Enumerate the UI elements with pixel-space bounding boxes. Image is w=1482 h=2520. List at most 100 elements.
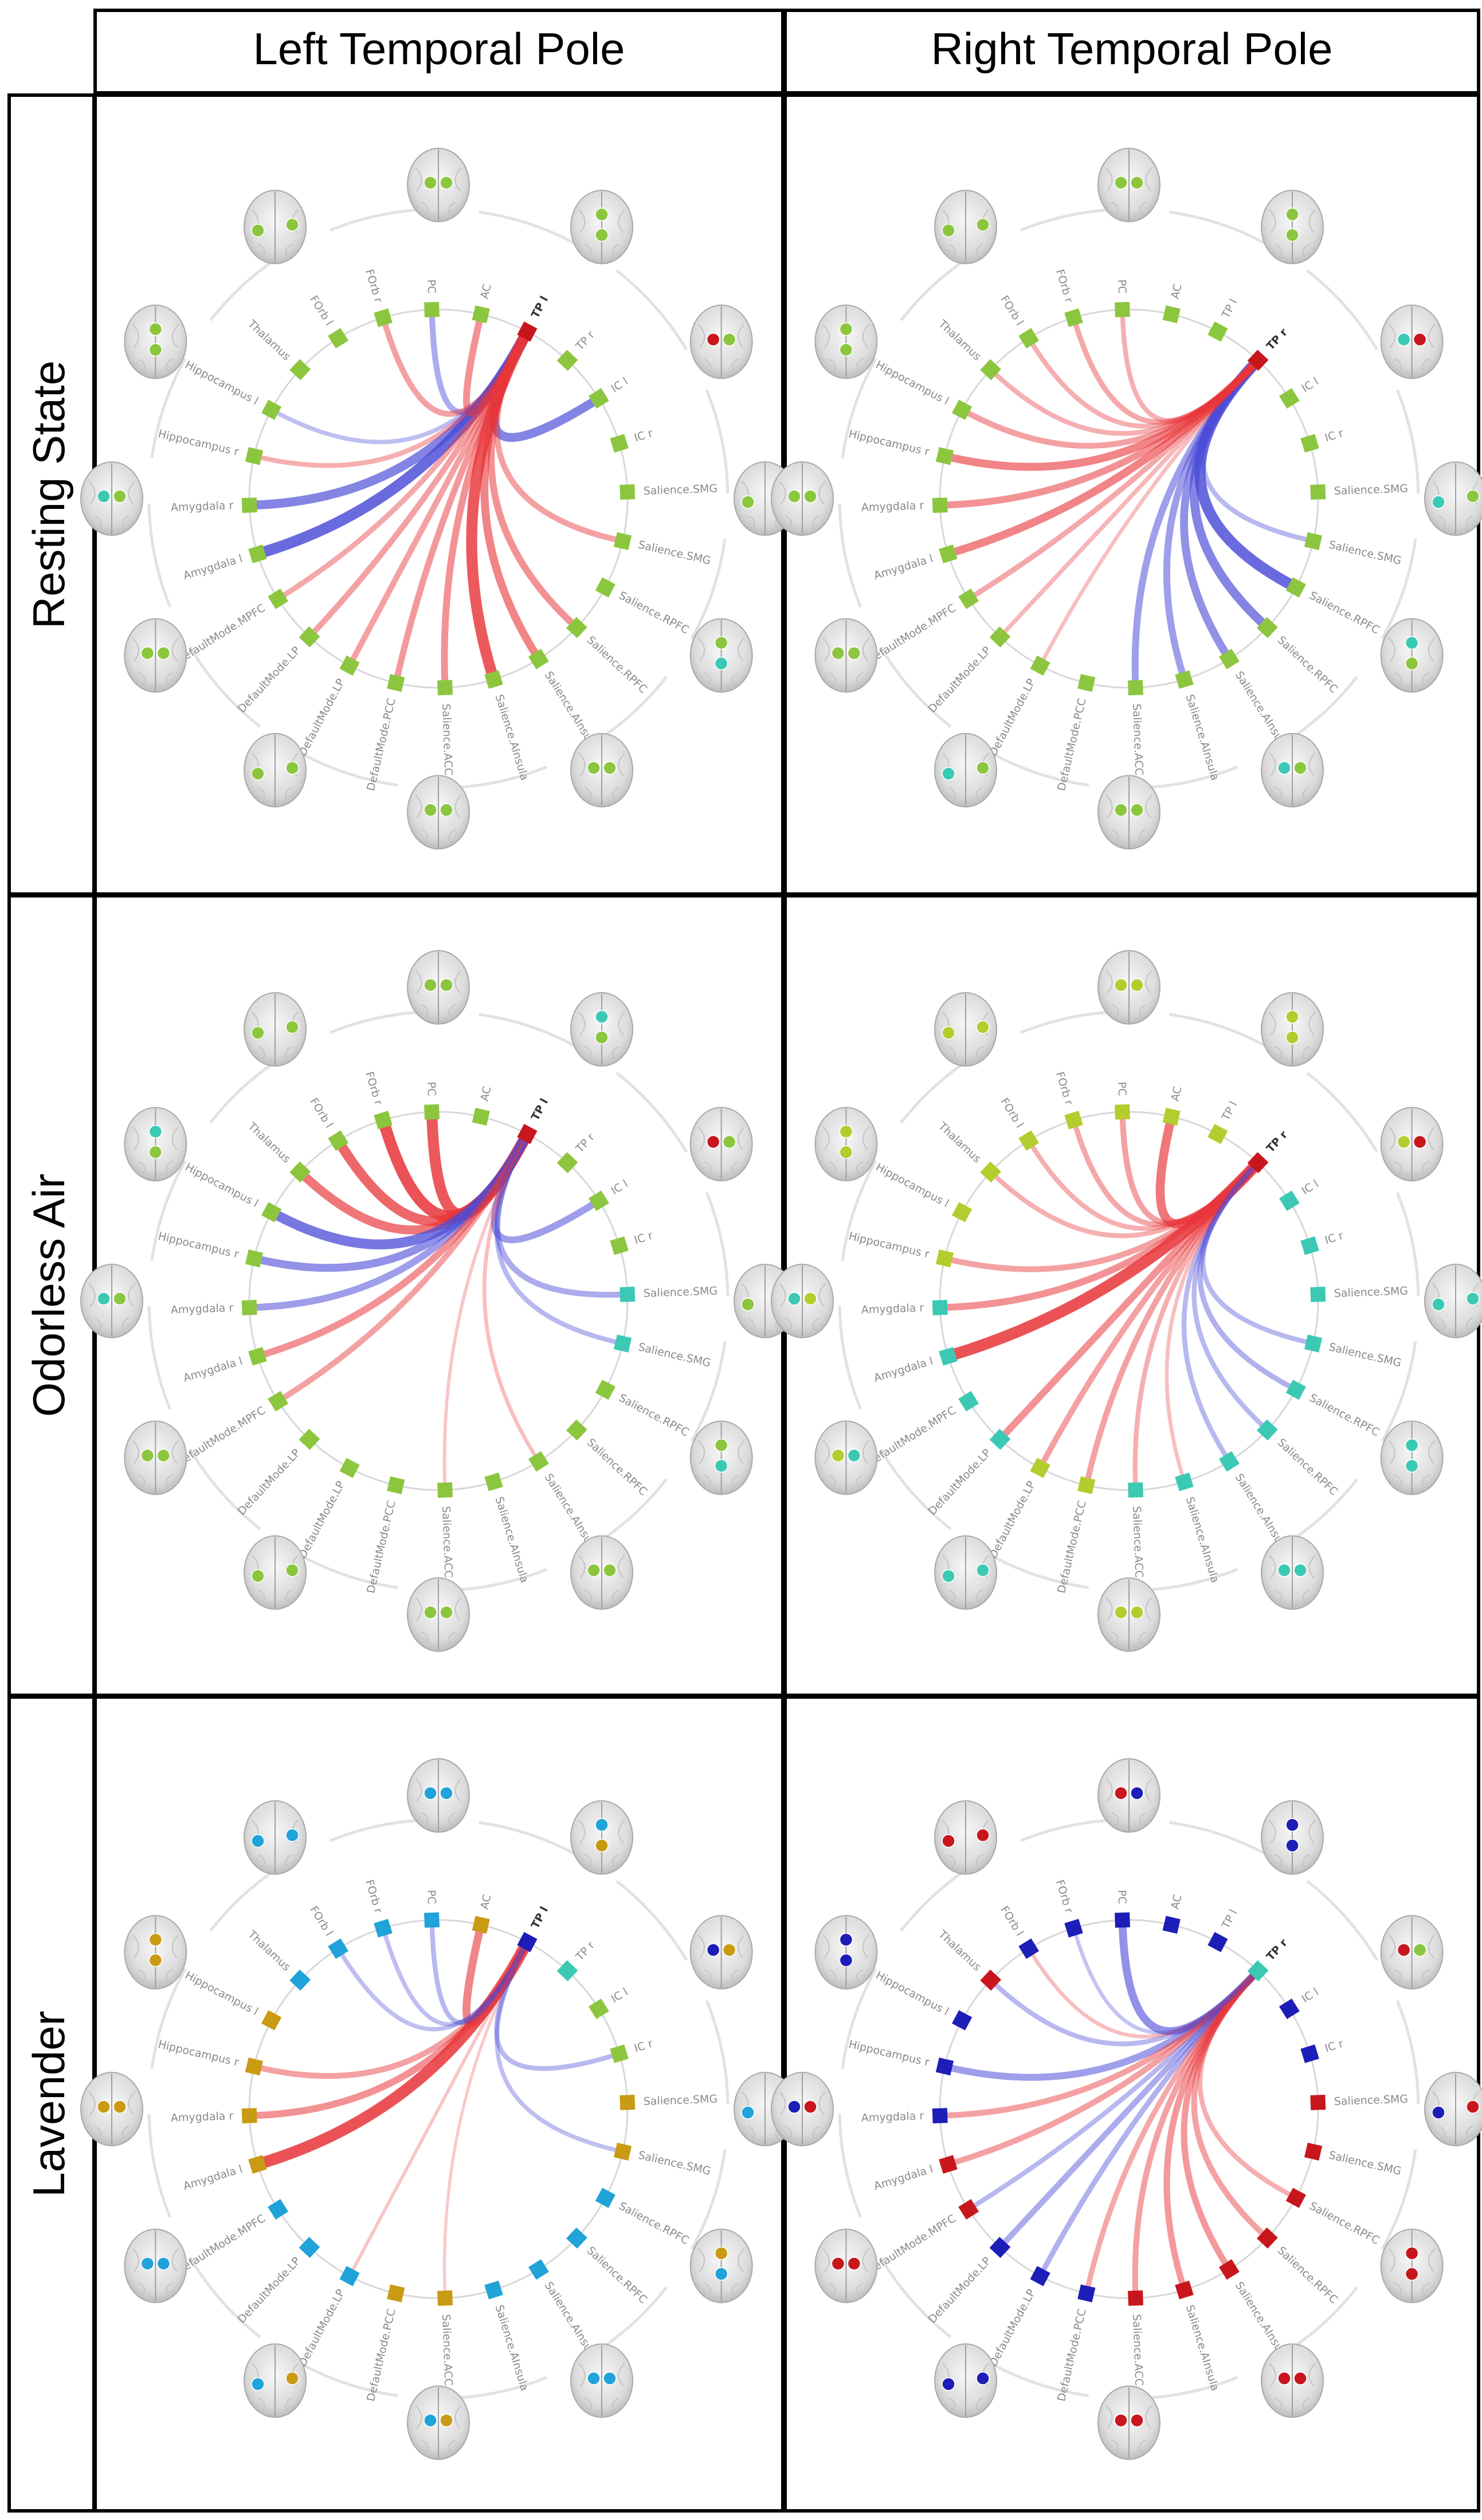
brain-region-dot (440, 2413, 453, 2427)
connection-edge (442, 1945, 527, 2295)
brain-region-dot (831, 646, 845, 660)
connection-edge (949, 1971, 1258, 2166)
region-label: PC (425, 279, 438, 293)
region-node (472, 1107, 490, 1126)
region-node (245, 2057, 264, 2076)
brain-region-dot (714, 656, 728, 671)
connection-edge (991, 1972, 1257, 2047)
brain-region-dot (741, 1298, 755, 1311)
region-node (588, 388, 609, 409)
region-node (595, 1379, 615, 1400)
brain-thumbnail (244, 1800, 307, 1875)
connection-edge (273, 333, 527, 444)
region-node (1256, 617, 1278, 638)
brain-thumbnail (244, 190, 307, 265)
region-node (245, 1249, 264, 1268)
group-arc (838, 503, 862, 608)
brain-region-dot (741, 495, 755, 509)
region-node (1030, 1457, 1050, 1478)
brain-sulci (88, 2091, 135, 2141)
brain-thumbnail (1261, 732, 1324, 808)
region-label: Amygdala r (861, 2110, 924, 2125)
connection-edge (1040, 362, 1257, 664)
region-node (424, 1912, 440, 1928)
region-node (1304, 1334, 1323, 1353)
brain-thumbnail (1261, 1800, 1324, 1875)
region-node (1207, 1124, 1228, 1145)
brain-region-dot (976, 1020, 990, 1034)
brain-region-dot (847, 646, 861, 660)
connection-edge (1131, 360, 1258, 687)
brain-region-dot (251, 1834, 265, 1848)
region-node (437, 1482, 453, 1498)
brain-thumbnail (124, 1107, 187, 1182)
region-label: Salience.ACC (1130, 703, 1145, 775)
brain-region-dot (1405, 1438, 1419, 1452)
region-node (241, 1300, 257, 1315)
brain-region-dot (976, 2372, 990, 2385)
region-node (1304, 2142, 1323, 2161)
region-node (289, 1969, 311, 1991)
brain-region-dot (440, 176, 453, 190)
brain-sulci (88, 1283, 135, 1333)
brain-thumbnail (124, 304, 187, 379)
brain-region-dot (706, 332, 720, 347)
brain-thumbnail (570, 2343, 633, 2418)
brain-region-dot (1397, 332, 1411, 347)
region-node (1256, 2227, 1278, 2249)
region-node (595, 2188, 615, 2208)
region-node (566, 1419, 587, 1441)
region-node (437, 2290, 453, 2306)
group-arc (841, 1968, 877, 2070)
column-header-right-label: Right Temporal Pole (931, 23, 1333, 74)
brain-thumbnail (244, 1535, 307, 1610)
brain-thumbnail (407, 775, 470, 850)
brain-thumbnail (80, 461, 143, 536)
group-arc (147, 503, 172, 608)
brain-sulci (1269, 2363, 1316, 2413)
brain-region-dot (424, 803, 437, 817)
region-node (980, 1161, 1002, 1183)
region-node (989, 2236, 1011, 2258)
brain-sulci (697, 1126, 745, 1177)
brain-sulci (578, 1012, 625, 1061)
region-node (1162, 305, 1181, 324)
region-node (1285, 577, 1306, 598)
group-arc (147, 2114, 172, 2219)
region-node (328, 328, 349, 349)
region-node (339, 655, 360, 676)
region-label: Salience.SMG (1334, 1284, 1408, 1300)
region-node (556, 350, 578, 371)
brain-sulci (1269, 753, 1316, 802)
region-node (1064, 1111, 1083, 1130)
region-node (299, 2236, 320, 2258)
brain-region-dot (1405, 2246, 1419, 2260)
brain-region-dot (148, 343, 163, 357)
brain-thumbnail (1261, 190, 1324, 265)
brain-region-dot (1285, 1030, 1299, 1044)
brain-region-dot (706, 1943, 720, 1957)
connection-edge (970, 360, 1258, 599)
brain-thumbnail (771, 461, 834, 536)
brain-sulci (779, 481, 826, 531)
brain-sulci (1105, 970, 1152, 1020)
region-node (935, 1249, 954, 1268)
connection-edge (1201, 1163, 1311, 1345)
brain-thumbnail (689, 304, 753, 379)
group-arc (690, 538, 727, 640)
region-label: Salience.SMG (1334, 2092, 1408, 2108)
region-node (1247, 1152, 1269, 1174)
brain-thumbnail (1097, 147, 1160, 222)
region-node (1175, 2280, 1194, 2299)
connection-edge (1155, 1116, 1260, 1229)
brain-thumbnail (407, 950, 470, 1025)
brain-sulci (697, 324, 745, 374)
brain-region-dot (787, 489, 801, 503)
region-node (484, 1472, 503, 1491)
brain-sulci (1105, 2405, 1152, 2455)
region-node (1300, 1236, 1319, 1255)
panel-frame-odorless-left (93, 894, 785, 1697)
region-node (374, 1919, 393, 1938)
brain-sulci (578, 1555, 625, 1605)
brain-region-dot (1114, 803, 1128, 817)
